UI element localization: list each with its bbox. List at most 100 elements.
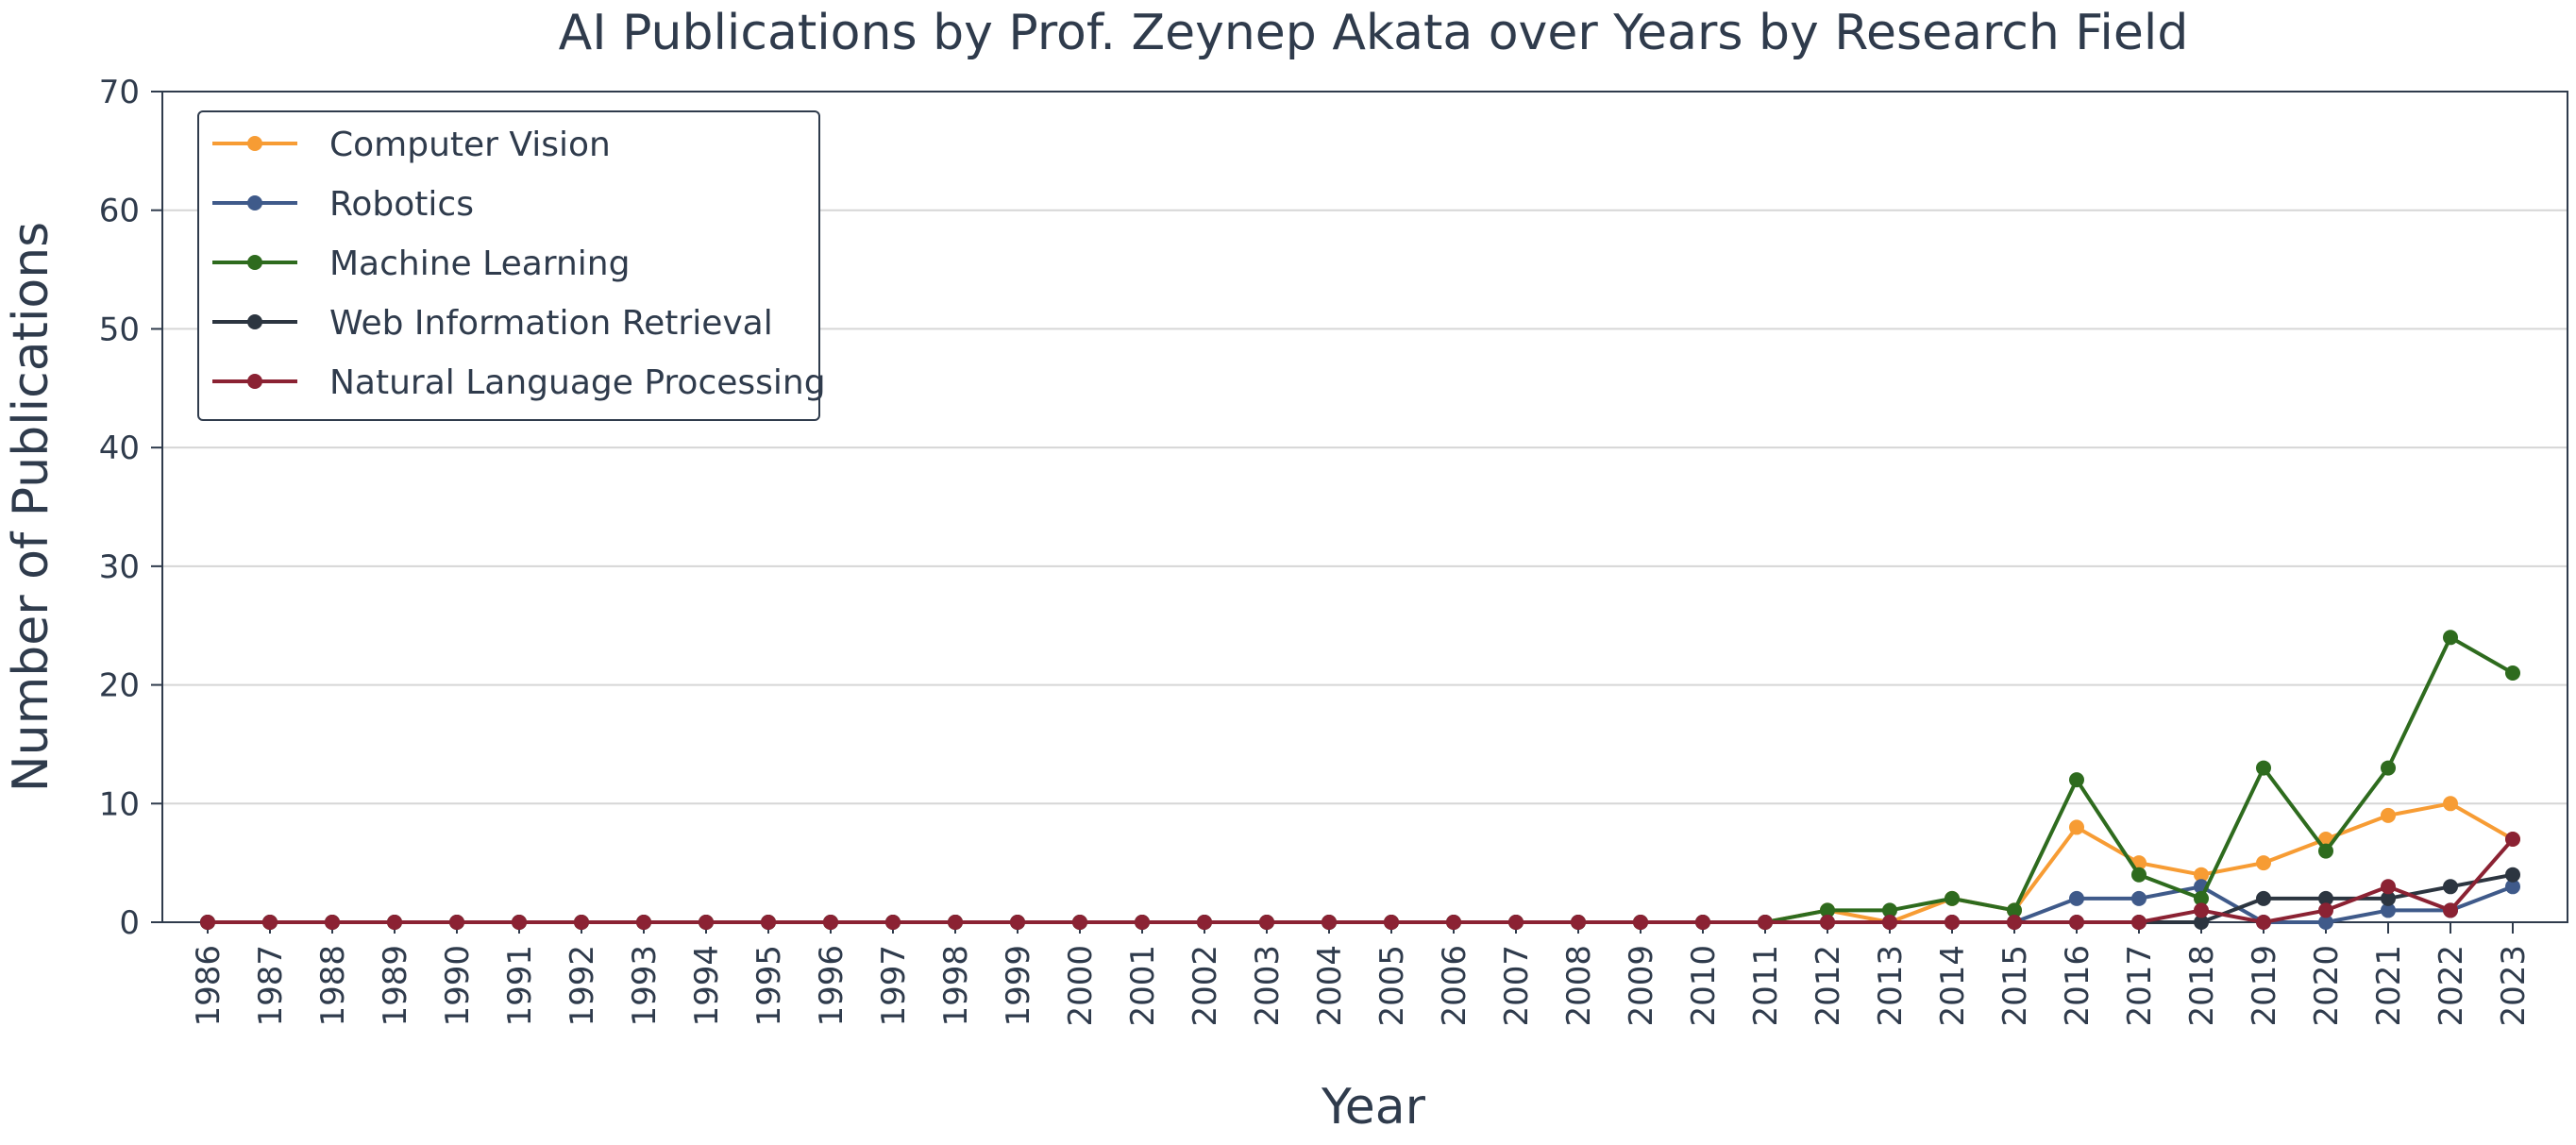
data-point <box>2505 832 2520 847</box>
x-tick-label: 2017 <box>2121 945 2159 1027</box>
x-tick-label: 1992 <box>564 945 601 1027</box>
data-point <box>2256 760 2271 776</box>
x-tick-label: 2018 <box>2183 945 2221 1027</box>
data-point <box>699 915 714 930</box>
data-point <box>2256 915 2271 930</box>
data-point <box>2131 867 2147 883</box>
data-point <box>1259 915 1274 930</box>
x-tick-label: 2022 <box>2433 945 2470 1027</box>
x-tick-label: 1999 <box>1000 945 1037 1027</box>
data-point <box>512 915 527 930</box>
x-axis-label: Year <box>1321 1079 1426 1136</box>
data-point <box>2381 902 2396 918</box>
data-point <box>1758 915 1773 930</box>
x-tick-label: 2020 <box>2308 945 2346 1027</box>
data-point <box>1571 915 1586 930</box>
data-point <box>2443 796 2458 812</box>
data-point <box>2131 890 2147 906</box>
data-point <box>2007 902 2022 918</box>
series-line <box>208 801 2514 924</box>
data-point <box>1820 902 1835 918</box>
data-point <box>262 915 278 930</box>
data-point <box>1072 915 1087 930</box>
data-point <box>2381 890 2396 906</box>
series-machine-learning <box>200 630 2520 930</box>
x-tick-label: 2021 <box>2370 945 2408 1027</box>
data-point <box>2194 915 2209 930</box>
x-tick-label: 2013 <box>1872 945 1910 1027</box>
x-tick-label: 2001 <box>1124 945 1162 1027</box>
x-tick-label: 2012 <box>1810 945 1847 1027</box>
x-tick-label: 2000 <box>1062 945 1100 1027</box>
x-axis: 1986 1987 1988 1989 1990 1991 1992 1993 1994 1995… <box>190 922 2533 1027</box>
x-tick-label: 2010 <box>1685 945 1723 1027</box>
chart-title: AI Publications by Prof. Zeynep Akata ov… <box>559 5 2189 61</box>
data-point <box>2069 890 2084 906</box>
data-point <box>2505 665 2520 681</box>
data-point <box>2505 879 2520 895</box>
legend-item: Natural Language Processing <box>212 363 826 402</box>
data-point <box>449 915 464 930</box>
data-point <box>325 915 340 930</box>
y-tick-label: 60 <box>99 193 140 230</box>
series-line <box>208 837 2515 924</box>
data-point <box>1508 915 1524 930</box>
legend-label: Web Information Retrieval <box>329 304 773 343</box>
x-tick-label: 2008 <box>1560 945 1598 1027</box>
data-point <box>1197 915 1212 930</box>
data-point <box>2194 867 2209 883</box>
series-computer-vision <box>200 796 2520 930</box>
data-point <box>2318 902 2333 918</box>
x-tick-label: 2011 <box>1747 945 1785 1027</box>
data-point <box>387 915 402 930</box>
x-tick-label: 2007 <box>1498 945 1536 1027</box>
data-point <box>1446 915 1461 930</box>
legend-box <box>197 110 820 421</box>
data-point <box>2318 890 2333 906</box>
data-point <box>1322 915 1337 930</box>
x-tick-label: 2002 <box>1187 945 1224 1027</box>
x-tick-label: 1998 <box>937 945 975 1027</box>
data-point <box>1882 902 1897 918</box>
legend-swatch-marker <box>247 374 262 389</box>
data-point <box>885 915 901 930</box>
legend-label: Natural Language Processing <box>329 363 826 402</box>
legend-label: Computer Vision <box>329 126 611 164</box>
y-tick-label: 20 <box>99 667 140 705</box>
series-layer <box>200 630 2520 930</box>
legend-swatch-marker <box>247 195 262 210</box>
x-tick-label: 1989 <box>377 945 414 1027</box>
data-point <box>2318 843 2333 859</box>
y-tick-label: 30 <box>99 548 140 586</box>
legend-label: Machine Learning <box>329 244 630 283</box>
y-axis-label: Number of Publications <box>3 222 59 793</box>
data-point <box>2194 890 2209 906</box>
x-tick-label: 2015 <box>1996 945 2034 1027</box>
data-point <box>1945 915 1960 930</box>
x-tick-label: 2006 <box>1436 945 1473 1027</box>
x-tick-label: 2005 <box>1373 945 1411 1027</box>
legend-swatch-marker <box>247 255 262 270</box>
x-tick-label: 1994 <box>688 945 726 1027</box>
data-point <box>2256 855 2271 871</box>
data-point <box>823 915 838 930</box>
data-point <box>2505 867 2520 883</box>
x-tick-label: 1990 <box>439 945 477 1027</box>
y-tick-label: 10 <box>99 785 140 823</box>
data-point <box>2069 772 2084 788</box>
data-point <box>2069 819 2084 835</box>
data-point <box>1010 915 1025 930</box>
y-tick-label: 70 <box>99 74 140 111</box>
data-point <box>1384 915 1399 930</box>
data-point <box>2256 890 2271 906</box>
x-tick-label: 1993 <box>626 945 664 1027</box>
x-tick-label: 2014 <box>1934 945 1972 1027</box>
y-tick-label: 40 <box>99 429 140 467</box>
x-tick-label: 1988 <box>314 945 352 1027</box>
data-point <box>2443 902 2458 918</box>
data-point <box>948 915 963 930</box>
data-point <box>1695 915 1710 930</box>
data-point <box>2131 915 2147 930</box>
data-point <box>2443 630 2458 646</box>
